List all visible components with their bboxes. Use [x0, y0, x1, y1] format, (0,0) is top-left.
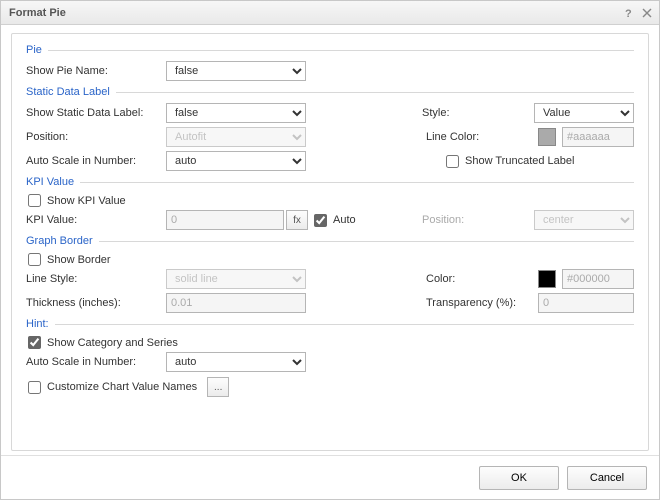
titlebar: Format Pie ?: [1, 1, 659, 25]
section-pie: Pie: [26, 44, 634, 56]
show-static-label: Show Static Data Label:: [26, 105, 166, 121]
thickness-input: [166, 293, 306, 313]
section-static-label: Static Data Label: [26, 86, 116, 98]
kpi-position-select: center: [534, 210, 634, 230]
kpi-value-input: [166, 210, 284, 230]
transparency-label: Transparency (%):: [426, 297, 538, 309]
section-kpi: KPI Value: [26, 176, 634, 188]
show-pie-name-label: Show Pie Name:: [26, 63, 166, 79]
show-pie-name-select[interactable]: false: [166, 61, 306, 81]
customize-checkbox[interactable]: [28, 381, 41, 394]
panel: Pie Show Pie Name: false Static Data Lab…: [11, 33, 649, 451]
bottom-bar: OK Cancel: [1, 455, 659, 499]
svg-text:?: ?: [625, 8, 632, 18]
ok-button[interactable]: OK: [479, 466, 559, 490]
autoscale-label: Auto Scale in Number:: [26, 153, 166, 169]
content-area: Pie Show Pie Name: false Static Data Lab…: [1, 25, 659, 455]
position-label: Position:: [26, 129, 166, 145]
section-kpi-label: KPI Value: [26, 176, 80, 188]
cancel-button[interactable]: Cancel: [567, 466, 647, 490]
dialog-title: Format Pie: [9, 7, 619, 19]
close-icon[interactable]: [639, 5, 655, 21]
section-pie-label: Pie: [26, 44, 48, 56]
show-static-select[interactable]: false: [166, 103, 306, 123]
show-border-label: Show Border: [47, 254, 111, 266]
show-cat-label: Show Category and Series: [47, 337, 178, 349]
style-label: Style:: [422, 107, 534, 119]
section-hint-label: Hint:: [26, 318, 55, 330]
show-kpi-checkbox[interactable]: [28, 194, 41, 207]
position-select: Autofit: [166, 127, 306, 147]
linecolor-swatch[interactable]: [538, 128, 556, 146]
hint-autoscale-select[interactable]: auto: [166, 352, 306, 372]
section-hint: Hint:: [26, 318, 634, 330]
row-show-pie-name: Show Pie Name: false: [26, 60, 634, 82]
hint-autoscale-label: Auto Scale in Number:: [26, 354, 166, 370]
format-pie-dialog: Format Pie ? Pie Show Pie Name: false St…: [0, 0, 660, 500]
kpi-auto-checkbox[interactable]: [314, 214, 327, 227]
show-cat-checkbox[interactable]: [28, 336, 41, 349]
section-border-label: Graph Border: [26, 235, 99, 247]
help-icon[interactable]: ?: [621, 5, 637, 21]
section-border: Graph Border: [26, 235, 634, 247]
customize-label: Customize Chart Value Names: [47, 381, 197, 393]
fx-button[interactable]: fx: [286, 210, 308, 230]
truncated-checkbox[interactable]: [446, 155, 459, 168]
border-color-label: Color:: [426, 273, 538, 285]
border-color-input: [562, 269, 634, 289]
show-border-checkbox[interactable]: [28, 253, 41, 266]
show-kpi-label: Show KPI Value: [47, 195, 126, 207]
customize-more-button[interactable]: ...: [207, 377, 229, 397]
truncated-label: Show Truncated Label: [465, 155, 574, 167]
section-static: Static Data Label: [26, 86, 634, 98]
linestyle-select: solid line: [166, 269, 306, 289]
linecolor-input: [562, 127, 634, 147]
kpi-auto-label: Auto: [333, 214, 356, 226]
style-select[interactable]: Value: [534, 103, 634, 123]
linestyle-label: Line Style:: [26, 271, 166, 287]
thickness-label: Thickness (inches):: [26, 295, 166, 311]
linecolor-label: Line Color:: [426, 131, 538, 143]
kpi-value-label: KPI Value:: [26, 212, 166, 228]
autoscale-select[interactable]: auto: [166, 151, 306, 171]
border-color-swatch[interactable]: [538, 270, 556, 288]
kpi-position-label: Position:: [422, 214, 534, 226]
transparency-input: [538, 293, 634, 313]
